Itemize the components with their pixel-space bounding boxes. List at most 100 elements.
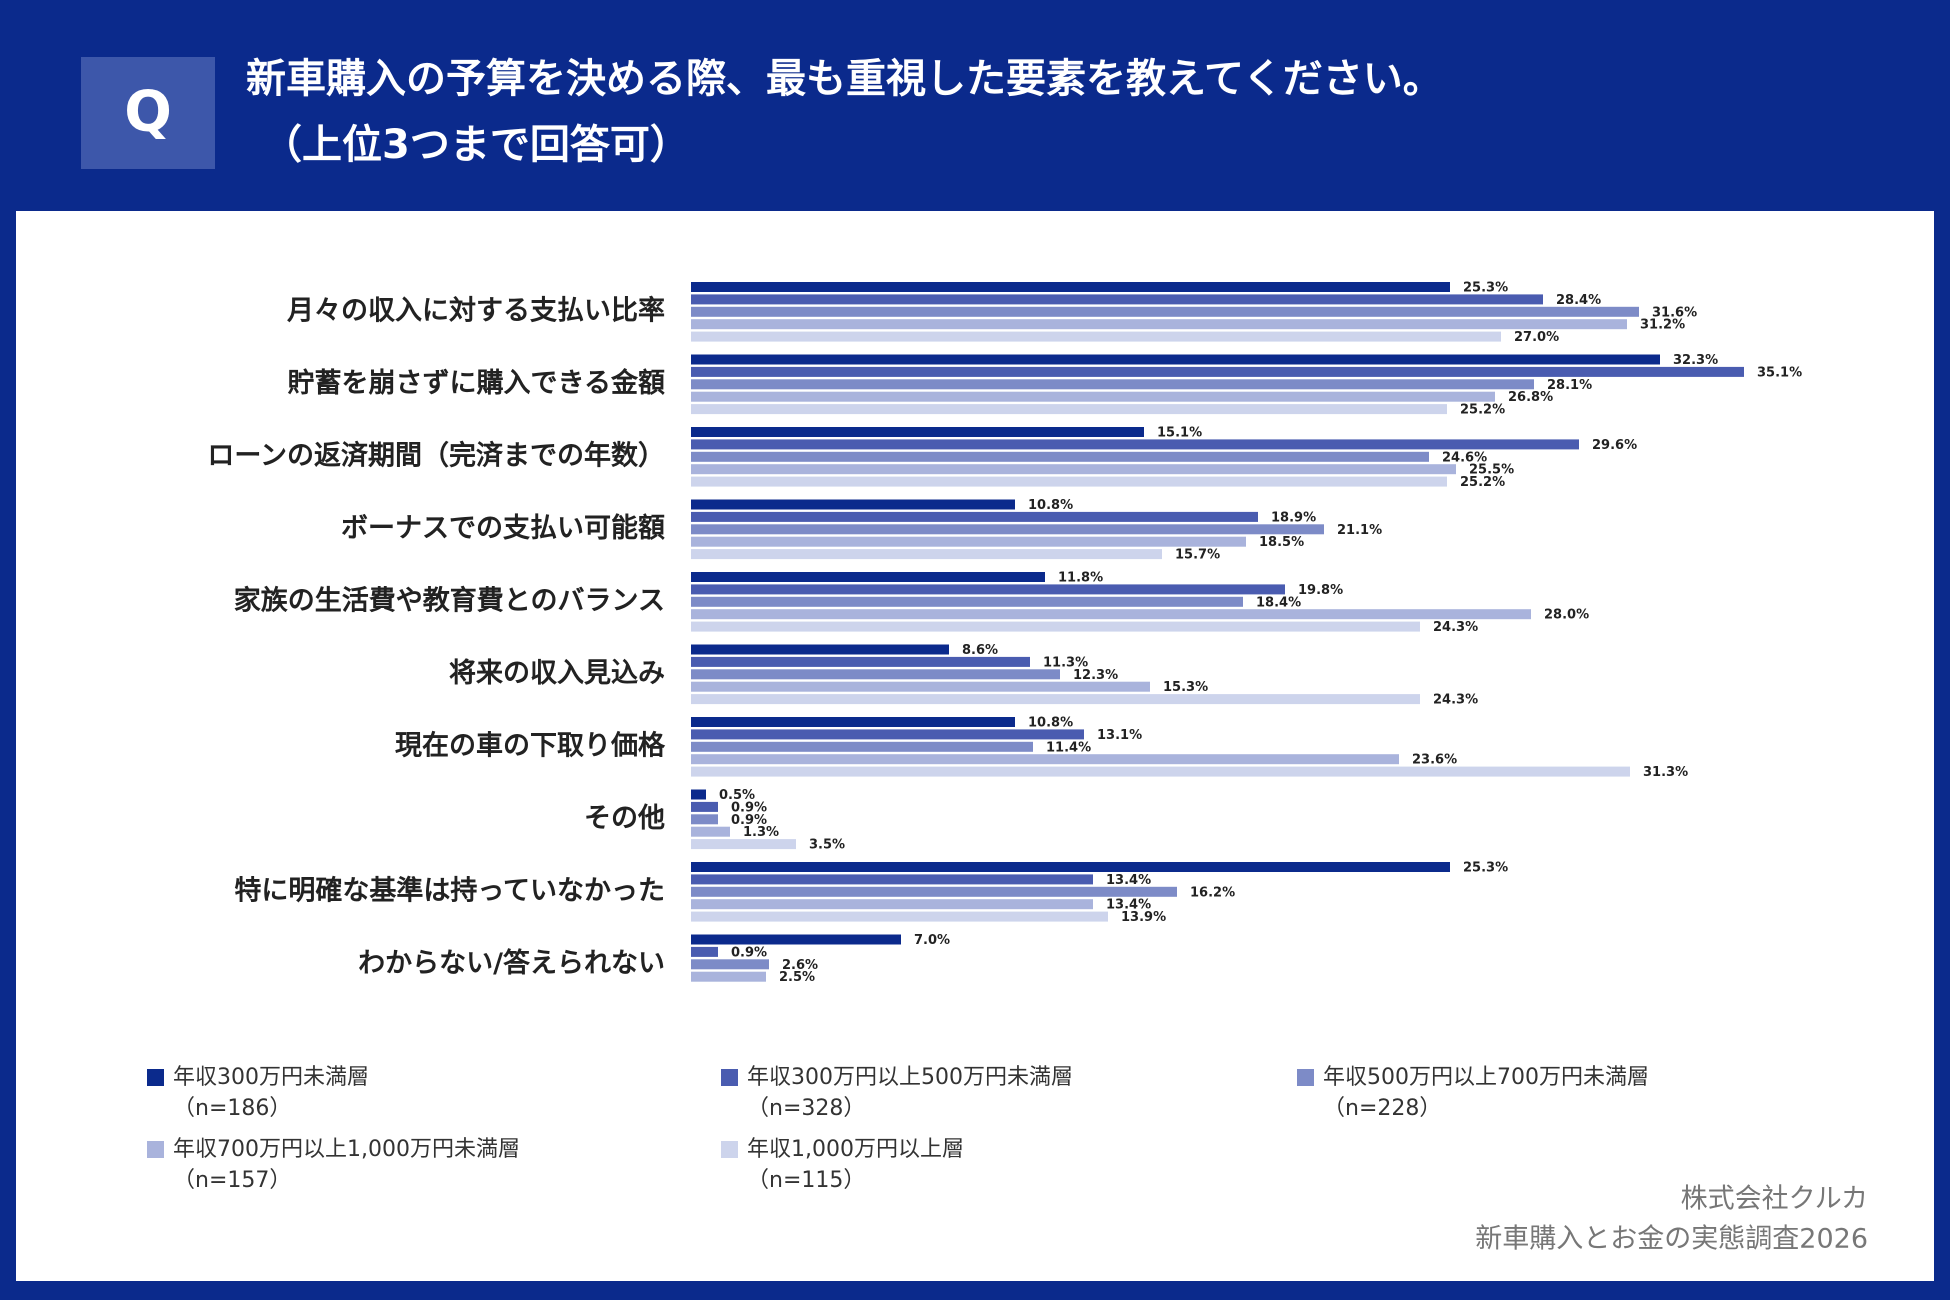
category-label: わからない/答えられない bbox=[358, 947, 665, 979]
bar bbox=[691, 789, 706, 800]
bar bbox=[691, 354, 1660, 365]
value-label: 25.2% bbox=[1460, 475, 1505, 490]
bar bbox=[691, 754, 1399, 765]
bar bbox=[691, 801, 718, 812]
category-label: 現在の車の下取り価格 bbox=[395, 730, 666, 761]
category-label: 家族の生活費や教育費とのバランス bbox=[234, 584, 665, 616]
value-label: 29.6% bbox=[1592, 438, 1637, 453]
bar bbox=[691, 439, 1579, 450]
value-label: 2.6% bbox=[782, 958, 818, 973]
bar bbox=[691, 404, 1447, 415]
bar bbox=[691, 934, 901, 945]
value-label: 13.9% bbox=[1121, 910, 1166, 925]
value-label: 2.5% bbox=[779, 970, 815, 985]
bar bbox=[691, 729, 1084, 740]
bar bbox=[691, 427, 1144, 437]
value-label: 3.5% bbox=[809, 838, 845, 853]
bar bbox=[691, 379, 1534, 390]
category-label: 将来の収入見込み bbox=[449, 658, 665, 689]
bar bbox=[691, 717, 1015, 727]
value-label: 13.4% bbox=[1106, 898, 1151, 913]
source-note: 株式会社クルカ bbox=[1681, 1184, 1868, 1215]
legend-label: 年収700万円以上1,000万円未満層 bbox=[173, 1137, 520, 1162]
value-label: 11.8% bbox=[1058, 571, 1103, 586]
bar bbox=[691, 391, 1495, 402]
legend-swatch bbox=[1297, 1069, 1314, 1086]
value-label: 32.3% bbox=[1673, 353, 1718, 368]
value-label: 18.9% bbox=[1271, 510, 1316, 525]
bar bbox=[691, 584, 1285, 595]
bar bbox=[691, 814, 718, 825]
value-label: 25.5% bbox=[1469, 463, 1514, 478]
bar bbox=[691, 886, 1177, 897]
value-label: 23.6% bbox=[1412, 753, 1457, 768]
legend-label: 年収500万円以上700万円未満層 bbox=[1323, 1065, 1649, 1090]
value-label: 31.2% bbox=[1640, 318, 1685, 333]
bar bbox=[691, 331, 1501, 342]
bar bbox=[691, 681, 1150, 692]
category-label: 月々の収入に対する支払い比率 bbox=[286, 294, 665, 326]
legend-sample: （n=157） bbox=[173, 1168, 291, 1193]
value-label: 31.3% bbox=[1643, 765, 1688, 780]
chart-title: 新車購入の予算を決める際、最も重視した要素を教えてください。 bbox=[246, 56, 1443, 102]
value-label: 12.3% bbox=[1073, 668, 1118, 683]
legend-label: 年収300万円以上500万円未満層 bbox=[747, 1065, 1073, 1090]
value-label: 0.5% bbox=[719, 788, 755, 803]
value-label: 18.5% bbox=[1259, 535, 1304, 550]
value-label: 28.0% bbox=[1544, 608, 1589, 623]
bar bbox=[691, 511, 1258, 522]
value-label: 8.6% bbox=[962, 643, 998, 658]
value-label: 13.1% bbox=[1097, 728, 1142, 743]
legend-sample: （n=115） bbox=[747, 1168, 865, 1193]
value-label: 35.1% bbox=[1757, 365, 1802, 380]
category-label: その他 bbox=[584, 803, 665, 834]
value-label: 0.9% bbox=[731, 800, 767, 815]
value-label: 15.3% bbox=[1163, 680, 1208, 695]
bar bbox=[691, 549, 1162, 560]
bar bbox=[691, 596, 1243, 607]
legend-swatch bbox=[721, 1069, 738, 1086]
q-badge bbox=[81, 57, 215, 169]
bar bbox=[691, 572, 1045, 582]
value-label: 10.8% bbox=[1028, 716, 1073, 731]
bar bbox=[691, 476, 1447, 487]
bar bbox=[691, 451, 1429, 462]
legend-swatch bbox=[147, 1141, 164, 1158]
value-label: 0.9% bbox=[731, 945, 767, 960]
value-label: 10.8% bbox=[1028, 498, 1073, 513]
bar bbox=[691, 499, 1015, 510]
bar bbox=[691, 319, 1627, 330]
bar bbox=[691, 621, 1420, 632]
value-label: 21.1% bbox=[1337, 523, 1382, 538]
q-label: Q bbox=[124, 80, 172, 145]
bar bbox=[691, 694, 1420, 705]
bar bbox=[691, 874, 1093, 885]
bar bbox=[691, 959, 769, 970]
chart-subtitle: （上位3つまで回答可） bbox=[262, 122, 690, 168]
bar bbox=[691, 946, 718, 957]
category-label: ローンの返済期間（完済までの年数） bbox=[207, 439, 665, 471]
bar bbox=[691, 911, 1108, 922]
legend-label: 年収1,000万円以上層 bbox=[747, 1137, 964, 1162]
value-label: 0.9% bbox=[731, 813, 767, 828]
value-label: 7.0% bbox=[914, 933, 950, 948]
bar bbox=[691, 826, 730, 837]
value-label: 31.6% bbox=[1652, 305, 1697, 320]
legend-sample: （n=186） bbox=[173, 1096, 291, 1121]
category-label: 特に明確な基準は持っていなかった bbox=[234, 874, 665, 906]
bar bbox=[691, 656, 1030, 667]
bar bbox=[691, 294, 1543, 305]
value-label: 18.4% bbox=[1256, 595, 1301, 610]
value-label: 15.7% bbox=[1175, 548, 1220, 563]
bar bbox=[691, 741, 1033, 752]
bar bbox=[691, 536, 1246, 547]
bar bbox=[691, 766, 1630, 777]
bar bbox=[691, 306, 1639, 317]
value-label: 24.6% bbox=[1442, 450, 1487, 465]
bar bbox=[691, 971, 766, 982]
value-label: 26.8% bbox=[1508, 390, 1553, 405]
value-label: 24.3% bbox=[1433, 620, 1478, 635]
bar bbox=[691, 282, 1450, 292]
